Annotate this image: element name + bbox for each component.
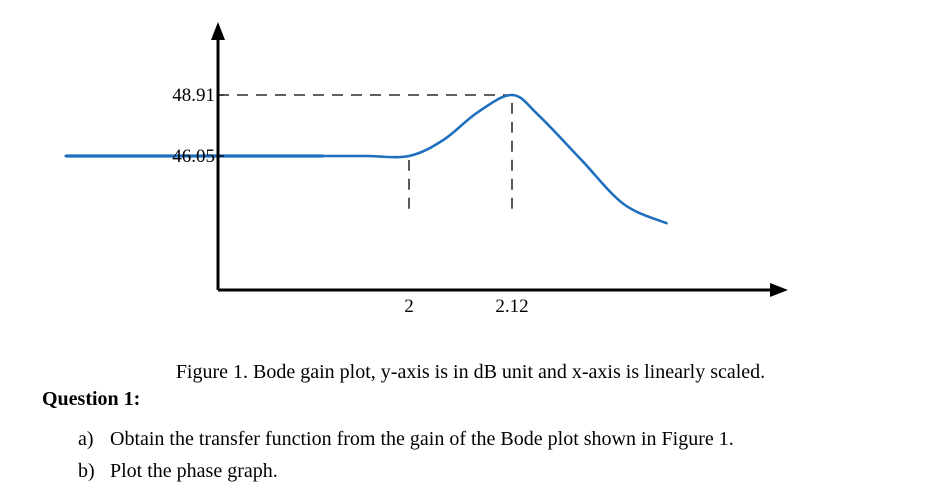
x-axis-arrow-icon — [770, 283, 788, 297]
figure-caption: Figure 1. Bode gain plot, y-axis is in d… — [175, 361, 766, 383]
question-item-b: b) Plot the phase graph. — [78, 457, 734, 489]
x-tick-label: 2 — [404, 296, 414, 317]
question-item-text: Plot the phase graph. — [110, 460, 278, 482]
question-item-a: a) Obtain the transfer function from the … — [78, 425, 734, 457]
question-item-marker: a) — [78, 428, 94, 450]
question-title: Question 1: — [42, 388, 141, 410]
bode-gain-plot: 46.05 48.91 2 2.12 — [64, 22, 788, 317]
question-item-marker: b) — [78, 460, 95, 482]
question-item-text: Obtain the transfer function from the ga… — [110, 428, 734, 450]
question-list: a) Obtain the transfer function from the … — [78, 425, 734, 489]
y-axis-arrow-icon — [211, 22, 225, 40]
x-tick-label: 2.12 — [495, 296, 528, 317]
gain-curve — [64, 93, 668, 225]
y-tick-label: 46.05 — [172, 146, 215, 167]
y-tick-label: 48.91 — [172, 85, 215, 106]
